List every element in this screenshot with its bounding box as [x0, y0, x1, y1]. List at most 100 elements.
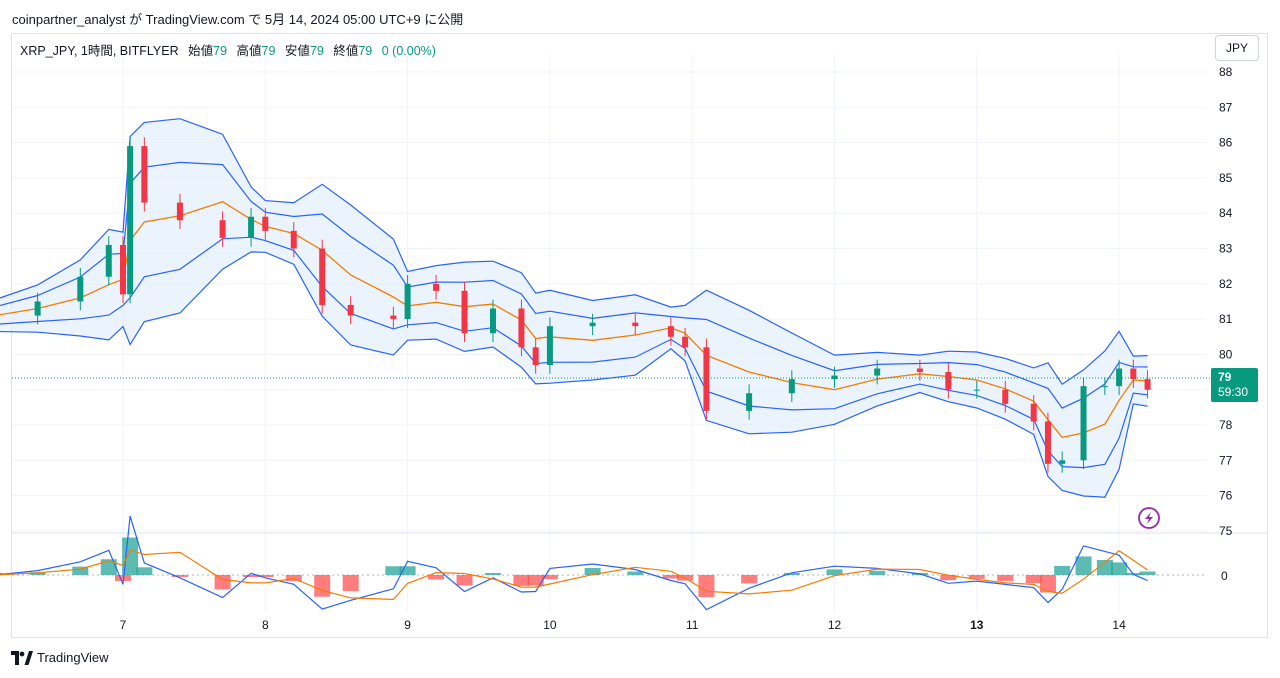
candle [1144, 370, 1151, 399]
candle-body [1101, 386, 1108, 388]
macd-histogram-bar [584, 568, 601, 575]
macd-histogram-bar [940, 575, 957, 581]
candle-body [1080, 386, 1087, 461]
candle [1030, 394, 1037, 431]
candle [262, 207, 269, 240]
candle [746, 384, 753, 420]
price-tick: 83 [1219, 242, 1233, 256]
macd-histogram-bar [527, 575, 544, 586]
time-tick: 13 [970, 618, 984, 632]
lightning-icon[interactable] [1138, 507, 1160, 529]
band-fill [0, 118, 1148, 498]
time-tick: 8 [262, 618, 269, 632]
price-tick: 82 [1219, 277, 1233, 291]
macd-histogram-bar [997, 575, 1014, 581]
price-axis[interactable]: 88 87 86 85 84 83 82 81 80 79 78 77 76 75 [1219, 65, 1233, 538]
upper-band [0, 118, 1148, 386]
currency-button[interactable]: JPY [1215, 35, 1259, 61]
macd-histogram-bar [314, 575, 331, 597]
price-tick: 77 [1219, 453, 1233, 467]
time-axis[interactable]: 7 8 9 10 11 12 13 14 [120, 618, 1126, 632]
candle-body [34, 301, 41, 316]
macd-histogram-bar [72, 566, 89, 575]
candle-body [461, 290, 468, 334]
candle [77, 267, 84, 311]
candle [404, 274, 411, 328]
chart-frame[interactable] [11, 33, 1268, 638]
macd-histogram-bar [399, 566, 416, 575]
candle [518, 299, 525, 357]
legend-change: 0 (0.00%) [381, 44, 436, 58]
candle [874, 359, 881, 385]
candle [916, 359, 923, 381]
candle [390, 306, 397, 328]
candle-body [1030, 403, 1037, 422]
time-tick: 11 [686, 618, 699, 632]
candle [1080, 377, 1087, 470]
time-tick: 10 [543, 618, 557, 632]
macd-histogram-bar [698, 575, 715, 598]
candle-body [546, 326, 553, 365]
candle-body [632, 322, 639, 327]
candle [682, 327, 689, 357]
macd-pane [0, 515, 1207, 611]
candle-body [788, 379, 795, 394]
candle [1044, 412, 1051, 473]
candle-body [404, 283, 411, 320]
candle [219, 211, 226, 247]
candle-body [916, 368, 923, 373]
macd-histogram-bar [627, 571, 644, 575]
candle [34, 292, 41, 325]
candle [1130, 359, 1137, 388]
macd-histogram-bar [1139, 571, 1156, 575]
candle [120, 236, 126, 304]
price-tick: 85 [1219, 171, 1233, 185]
legend-low-value: 79 [309, 44, 324, 58]
candle-body [120, 244, 126, 295]
macd-histogram-bar [257, 575, 274, 577]
macd-signal-line [0, 549, 1148, 601]
macd-histogram-bar [136, 567, 153, 575]
candle [1116, 359, 1123, 395]
candle [105, 236, 112, 286]
macd-histogram-bar [171, 575, 188, 577]
candle-body [141, 146, 148, 203]
candle [546, 317, 553, 374]
candle-body [831, 375, 838, 380]
candle [945, 363, 952, 399]
price-tick: 84 [1219, 206, 1233, 220]
legend-high-label: 高値 [236, 44, 262, 58]
candle [589, 313, 596, 335]
candle-body [489, 308, 496, 334]
candle [127, 137, 134, 304]
candle [1002, 380, 1009, 413]
candle-body [176, 202, 183, 221]
legend-low-label: 安値 [284, 44, 310, 58]
candle [667, 317, 674, 346]
macd-histogram-bar [100, 559, 117, 575]
time-tick: 7 [120, 618, 127, 632]
candlestick-series [34, 137, 1151, 473]
macd-histogram-bar [1039, 575, 1056, 593]
candle-body [1130, 368, 1137, 380]
tradingview-logo-icon [11, 650, 33, 665]
candle [703, 338, 710, 420]
candle-body [682, 336, 689, 348]
time-tick: 12 [828, 618, 842, 632]
candle-body [319, 248, 326, 305]
macd-histogram-bar [428, 575, 445, 580]
candle-body [262, 216, 269, 231]
macd-zero-label: 0 [1221, 569, 1228, 583]
candle-body [667, 326, 674, 337]
price-tick: 87 [1219, 100, 1233, 114]
legend-open-value: 79 [213, 44, 228, 58]
candle-body [703, 347, 710, 411]
candle [973, 380, 980, 399]
candle-body [390, 315, 397, 320]
legend-symbol[interactable]: XRP_JPY, 1時間, BITFLYER [20, 44, 179, 58]
tradingview-brand[interactable]: TradingView [11, 650, 109, 665]
macd-line [0, 515, 1148, 611]
macd-histogram-bar [869, 570, 886, 575]
lower-band [0, 251, 1148, 498]
